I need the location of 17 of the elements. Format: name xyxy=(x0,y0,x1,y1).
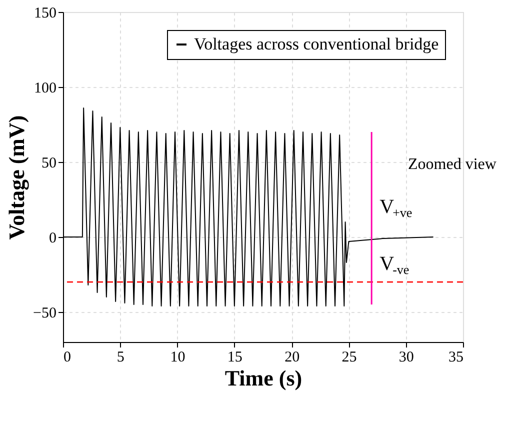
y-axis-title: Voltage (mV) xyxy=(4,115,30,240)
x-tick-label: 20 xyxy=(284,350,300,366)
x-tick-label: 25 xyxy=(342,350,357,366)
y-tick-label: 0 xyxy=(49,230,56,246)
x-tick-label: 0 xyxy=(64,350,71,366)
y-tick-label: 150 xyxy=(34,6,56,22)
y-tick-label: 100 xyxy=(34,80,56,96)
x-axis-title: Time (s) xyxy=(224,366,302,390)
legend-label: Voltages across conventional bridge xyxy=(194,34,439,54)
x-tick-label: 35 xyxy=(448,350,464,366)
x-tick-label: 30 xyxy=(398,350,414,366)
x-tick-label: 10 xyxy=(170,350,186,366)
annotation: Zoomed view xyxy=(408,156,497,173)
x-tick-label: 5 xyxy=(116,350,124,366)
y-tick-label: 50 xyxy=(42,156,56,172)
y-tick-label: −50 xyxy=(33,306,56,322)
x-tick-label: 15 xyxy=(227,350,242,366)
